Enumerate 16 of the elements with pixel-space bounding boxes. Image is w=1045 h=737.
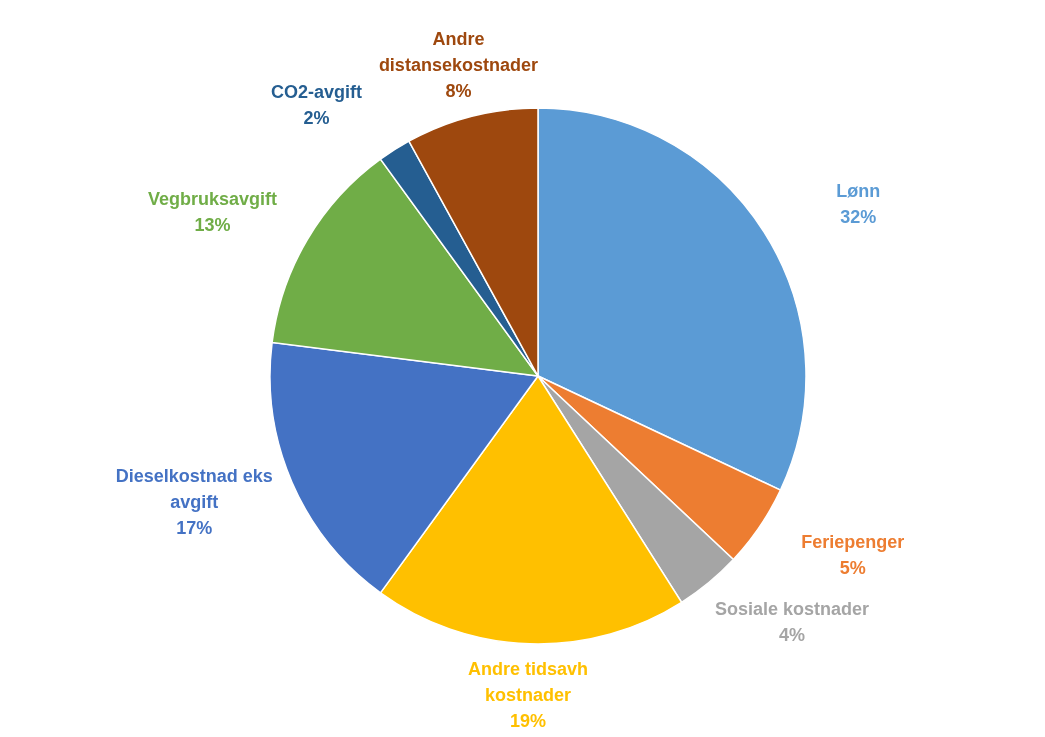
data-label: 13% bbox=[194, 214, 231, 235]
slice-label: Andre distansekostnader bbox=[378, 28, 538, 75]
data-label: 8% bbox=[445, 80, 472, 101]
slice-label: Feriepenger bbox=[801, 531, 905, 552]
slice-label: Sosiale kostnader bbox=[714, 598, 870, 619]
data-label: 2% bbox=[303, 107, 330, 128]
data-label: 5% bbox=[839, 557, 866, 578]
slice-label: Lønn bbox=[836, 180, 881, 201]
data-label: 4% bbox=[778, 624, 805, 645]
slice-label: CO2-avgift bbox=[271, 81, 363, 102]
slice-label: Dieselkostnad eks avgift bbox=[115, 465, 273, 512]
data-label: 19% bbox=[509, 710, 546, 731]
slice-label: Andre tidsavh kostnader bbox=[467, 658, 588, 705]
data-label: 17% bbox=[176, 517, 213, 538]
slice-label: Vegbruksavgift bbox=[148, 188, 278, 209]
data-label: 32% bbox=[840, 206, 877, 227]
